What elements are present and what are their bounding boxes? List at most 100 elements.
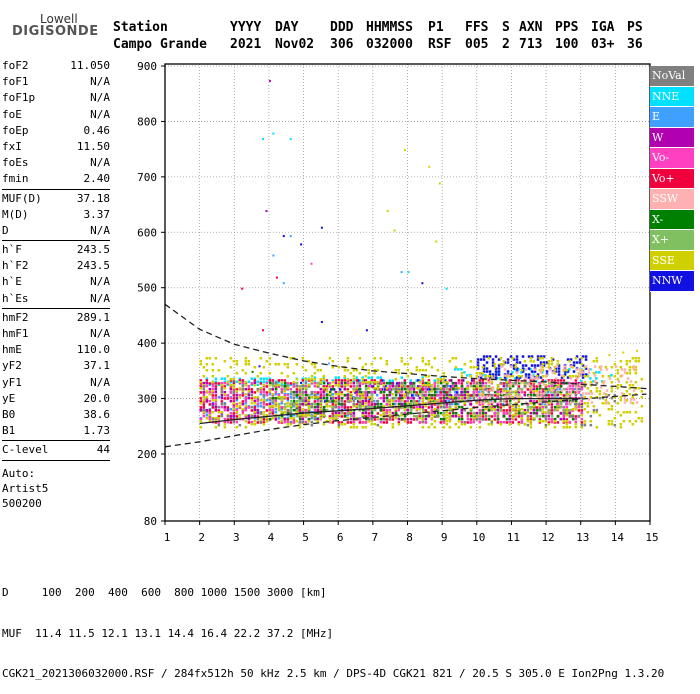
- echo-point: [409, 372, 413, 375]
- echo-point: [280, 379, 284, 382]
- echo-point: [517, 423, 521, 426]
- echo-point: [280, 396, 284, 399]
- echo-point: [271, 402, 275, 405]
- echo-point: [595, 411, 599, 414]
- echo-point-isolated: [262, 138, 264, 141]
- echo-point: [382, 379, 385, 382]
- param-separator: [2, 240, 110, 242]
- echo-point: [436, 378, 440, 381]
- echo-point: [416, 394, 420, 397]
- echo-point: [451, 396, 455, 399]
- echo-point: [554, 367, 558, 370]
- echo-point: [490, 402, 494, 406]
- echo-point: [580, 417, 584, 421]
- echo-point: [232, 380, 236, 383]
- echo-point: [400, 405, 404, 409]
- echo-point: [259, 393, 263, 396]
- param-value: 110.0: [76, 343, 110, 357]
- echo-point: [256, 390, 260, 393]
- echo-point: [499, 357, 503, 360]
- echo-point: [310, 423, 314, 427]
- echo-point: [250, 423, 254, 426]
- echo-point: [532, 390, 536, 393]
- echo-point: [214, 377, 218, 380]
- echo-point: [526, 405, 530, 409]
- echo-point: [415, 400, 419, 403]
- echo-point: [403, 405, 407, 409]
- echo-point: [391, 381, 395, 385]
- echo-point: [406, 375, 410, 378]
- echo-point: [400, 376, 403, 379]
- echo-point: [619, 384, 623, 387]
- echo-point: [616, 384, 620, 387]
- param-row-foep: foEp 0.46: [2, 123, 110, 139]
- echo-point: [502, 384, 506, 388]
- echo-point: [247, 380, 251, 383]
- echo-point: [523, 384, 527, 388]
- header-value-10: 03+: [591, 37, 615, 52]
- echo-point: [232, 384, 236, 387]
- echo-point: [553, 384, 557, 388]
- echo-point: [488, 395, 492, 398]
- echo-point: [443, 379, 447, 382]
- echo-point: [538, 387, 542, 391]
- echo-point: [556, 393, 560, 397]
- echo-point: [217, 415, 221, 418]
- echo-point: [543, 402, 547, 406]
- echo-point: [535, 385, 539, 388]
- echo-point: [397, 397, 401, 400]
- echo-point: [427, 375, 431, 378]
- echo-point: [625, 372, 629, 375]
- echo-point: [491, 386, 495, 389]
- echo-point: [631, 384, 635, 387]
- echo-point: [412, 396, 416, 400]
- echo-point: [229, 357, 233, 360]
- echo-point: [457, 387, 461, 390]
- echo-point: [427, 384, 431, 387]
- echo-point: [584, 367, 588, 370]
- echo-point: [460, 390, 464, 394]
- param-row-mufd: MUF(D) 37.18: [2, 191, 110, 207]
- echo-point: [268, 408, 272, 412]
- echo-point: [370, 393, 374, 397]
- echo-point: [280, 414, 284, 418]
- echo-point: [574, 399, 578, 403]
- echo-point: [472, 390, 476, 394]
- echo-point: [223, 402, 227, 406]
- echo-point: [367, 412, 371, 415]
- echo-point: [577, 381, 581, 385]
- echo-point: [247, 396, 251, 400]
- echo-point: [373, 418, 377, 421]
- echo-point: [496, 384, 500, 387]
- echo-point: [430, 397, 434, 400]
- echo-point: [529, 408, 533, 411]
- echo-point: [592, 380, 595, 383]
- echo-point: [235, 405, 239, 408]
- echo-point: [541, 366, 545, 369]
- echo-point: [232, 378, 236, 381]
- echo-point: [568, 390, 572, 394]
- echo-point: [455, 391, 459, 394]
- echo-point: [551, 358, 555, 361]
- echo-point: [629, 380, 633, 383]
- echo-point: [353, 391, 357, 394]
- echo-point: [520, 408, 524, 411]
- echo-point: [470, 394, 474, 397]
- echo-point: [409, 390, 413, 394]
- echo-point: [220, 377, 224, 380]
- legend-item-vo: Vo-: [650, 148, 694, 169]
- echo-point: [625, 399, 629, 402]
- echo-point: [364, 417, 368, 421]
- echo-point: [460, 396, 464, 399]
- echo-point: [340, 423, 344, 426]
- echo-point: [202, 414, 206, 418]
- echo-point: [217, 417, 221, 420]
- echo-point: [301, 379, 305, 382]
- echo-point: [295, 414, 299, 418]
- echo-point: [485, 355, 489, 358]
- echo-point: [616, 387, 620, 390]
- echo-point: [355, 379, 359, 382]
- echo-point: [313, 402, 317, 406]
- echo-point: [310, 363, 314, 366]
- echo-point: [623, 401, 627, 404]
